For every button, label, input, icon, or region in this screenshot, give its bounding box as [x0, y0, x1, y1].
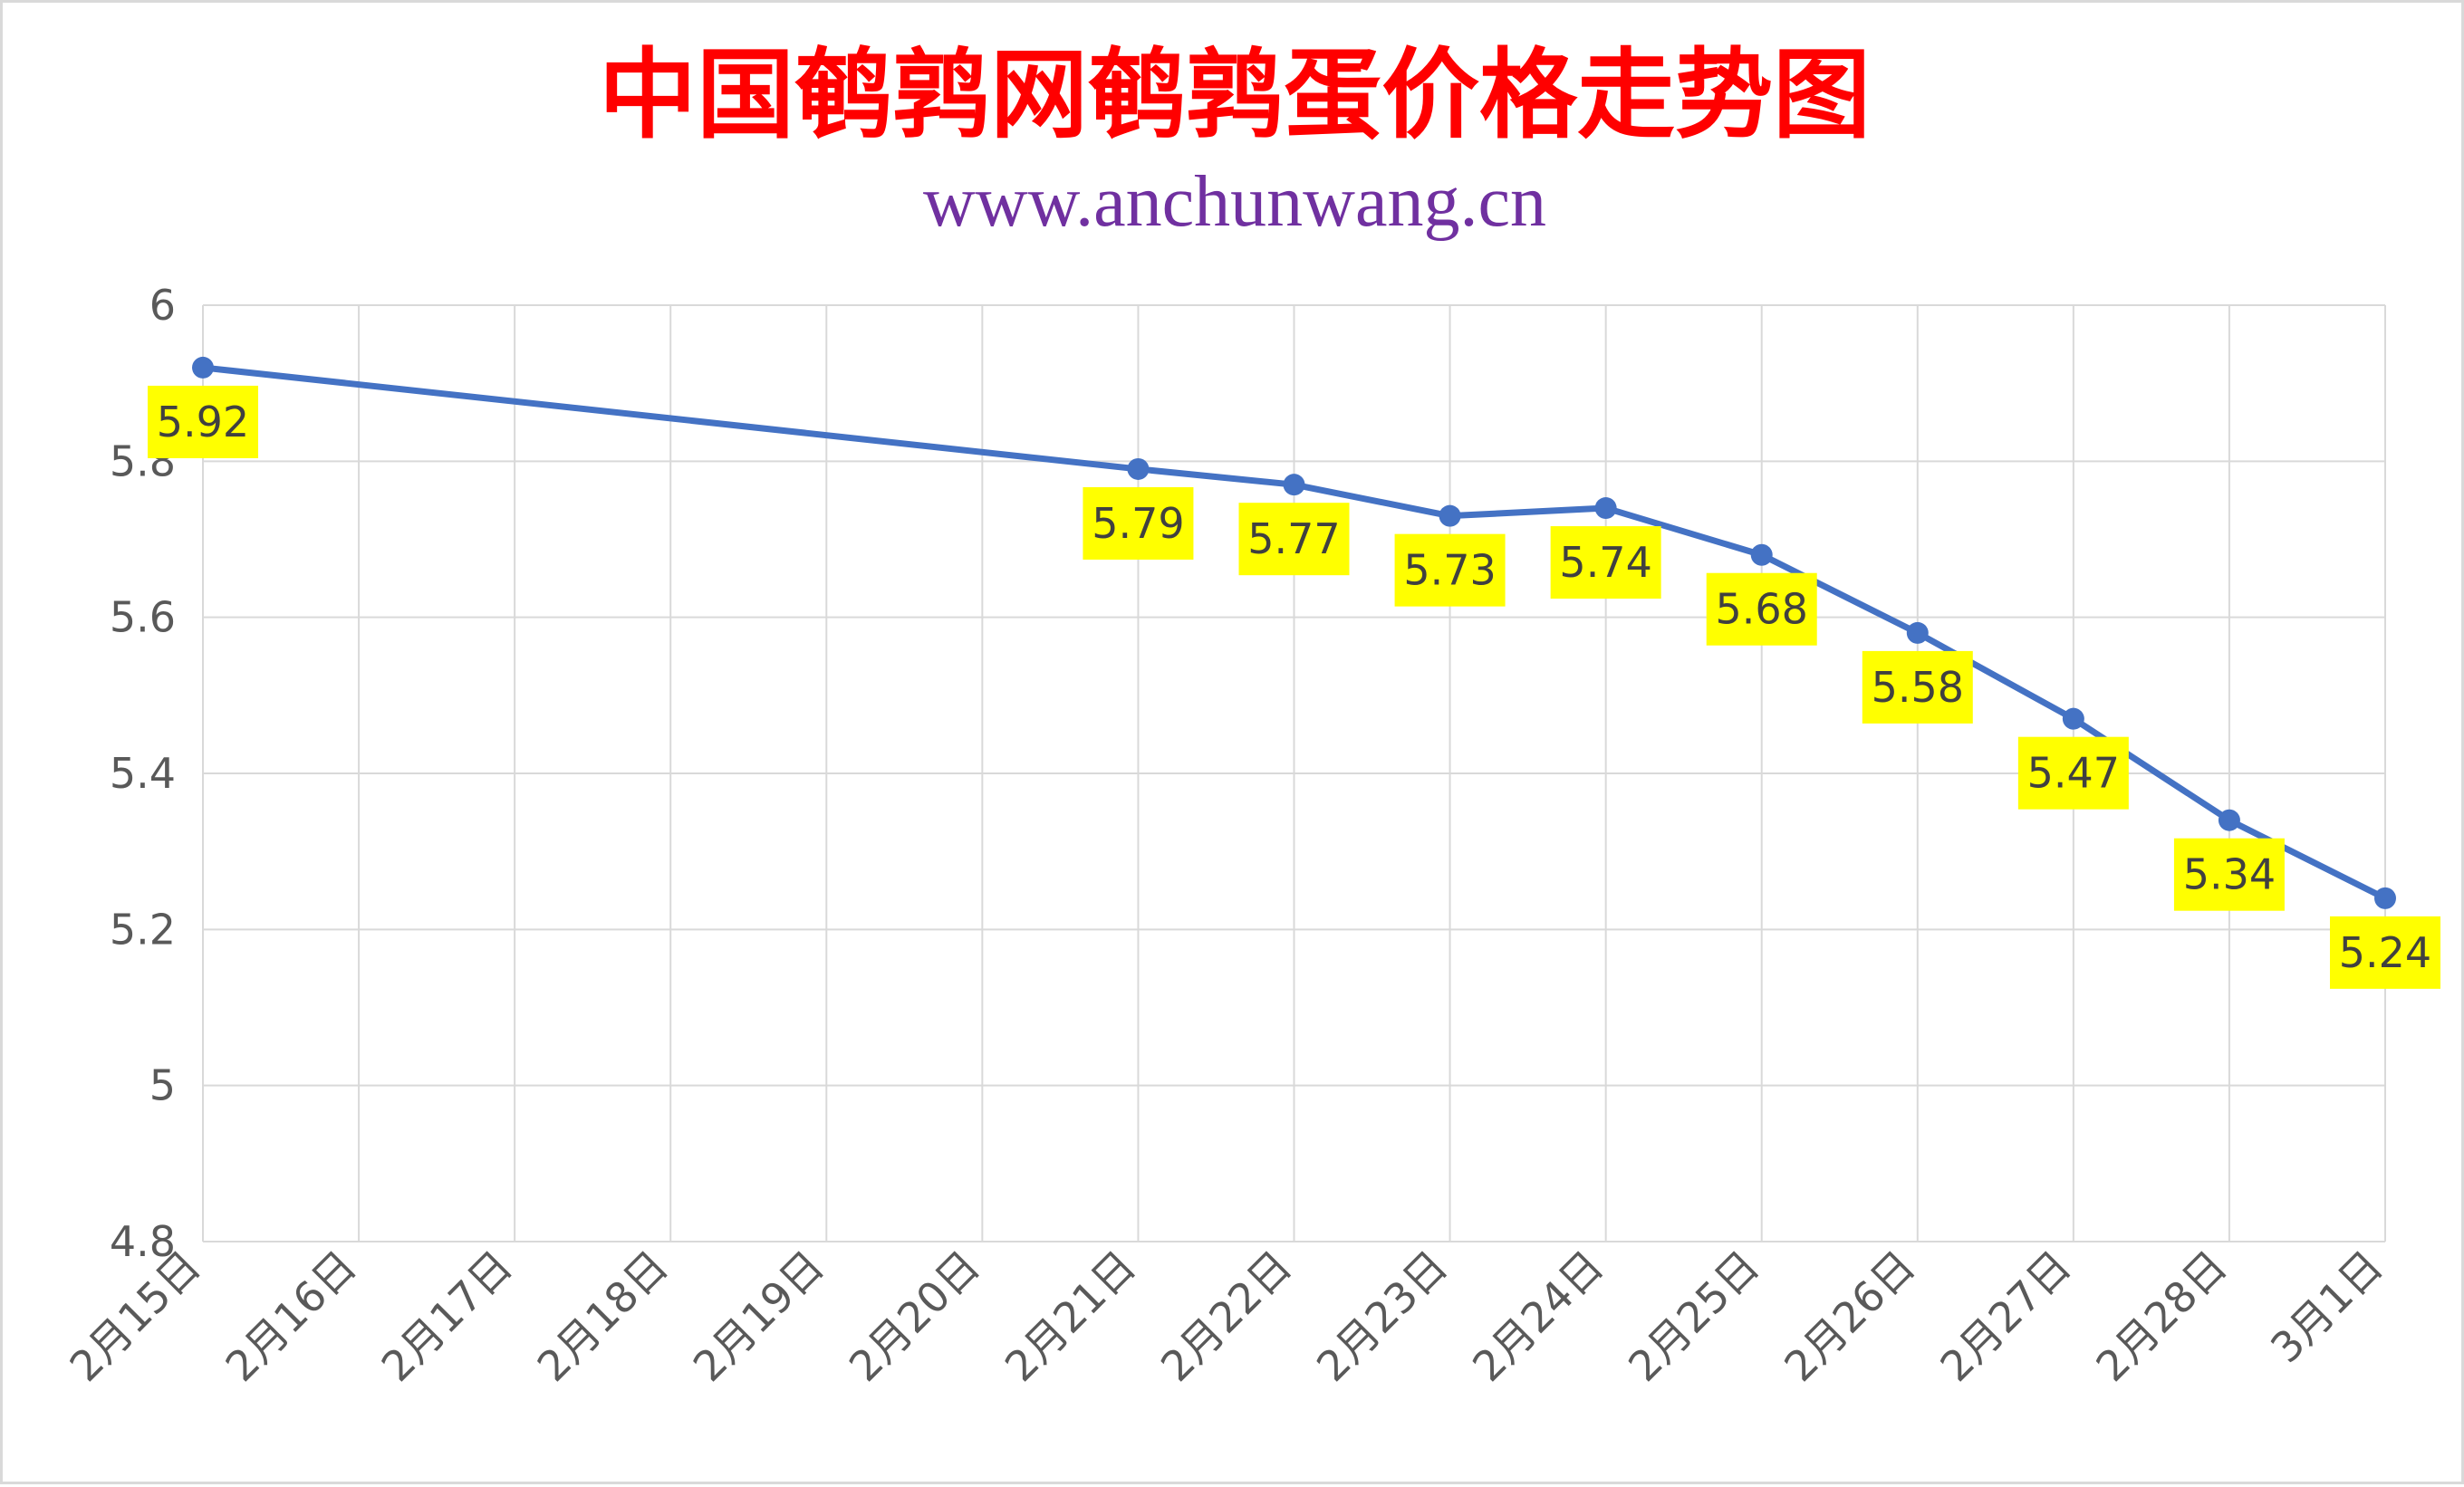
x-tick-label: 2月21日: [996, 1242, 1145, 1391]
data-point: [2062, 707, 2084, 730]
data-point: [1127, 457, 1150, 480]
data-label: 5.77: [1247, 514, 1340, 563]
x-tick-label: 2月24日: [1463, 1242, 1612, 1391]
data-label: 5.68: [1716, 585, 1808, 634]
chart-subtitle: www.anchunwang.cn: [923, 162, 1546, 242]
data-point: [2374, 887, 2396, 909]
y-tick-label: 5.2: [110, 905, 176, 954]
data-label: 5.24: [2339, 928, 2431, 977]
data-label-box: [1550, 526, 1661, 600]
chart-title: 中国鹌鹑网鹌鹑蛋价格走势图: [598, 38, 1871, 152]
y-tick-label: 5.4: [110, 749, 176, 798]
x-tick-label: 2月22日: [1151, 1242, 1301, 1391]
data-label-box: [2173, 838, 2285, 911]
data-point: [192, 356, 214, 379]
x-tick-label: 3月1日: [2261, 1242, 2392, 1373]
data-label-box: [1238, 503, 1350, 576]
data-label: 5.47: [2027, 749, 2120, 798]
x-tick-label: 2月17日: [372, 1242, 522, 1391]
y-tick-label: 4.8: [110, 1217, 176, 1266]
x-tick-label: 2月18日: [528, 1242, 678, 1391]
data-point: [1594, 497, 1617, 520]
data-label-box: [1862, 650, 1973, 724]
x-tick-label: 2月25日: [1619, 1242, 1768, 1391]
x-tick-label: 2月28日: [2086, 1242, 2236, 1391]
data-point: [1750, 543, 1773, 566]
y-tick-label: 5.6: [110, 593, 176, 642]
x-tick-label: 2月16日: [217, 1242, 366, 1391]
data-label-box: [1706, 572, 1817, 646]
x-tick-label: 2月23日: [1307, 1242, 1457, 1391]
x-tick-label: 2月26日: [1775, 1242, 1924, 1391]
data-label: 5.79: [1092, 499, 1184, 548]
x-tick-label: 2月27日: [1930, 1242, 2080, 1391]
data-label: 5.92: [157, 398, 249, 446]
data-point: [1906, 621, 1929, 644]
x-tick-label: 2月19日: [684, 1242, 833, 1391]
data-label-box: [1083, 486, 1194, 560]
data-label-box: [2017, 736, 2129, 810]
x-tick-label: 2月20日: [840, 1242, 989, 1391]
data-point: [1439, 504, 1461, 527]
data-label: 5.74: [1559, 538, 1651, 587]
data-label: 5.58: [1872, 663, 1964, 712]
data-label-box: [1394, 533, 1506, 607]
data-label: 5.73: [1403, 546, 1496, 595]
series-line: [199, 364, 2389, 902]
y-tick-label: 5: [149, 1061, 176, 1110]
data-label: 5.34: [2183, 850, 2276, 899]
y-tick-label: 6: [149, 281, 176, 330]
data-point: [2218, 809, 2240, 831]
data-label-box: [2330, 916, 2440, 989]
data-label-box: [148, 385, 258, 458]
data-point: [1283, 474, 1305, 496]
